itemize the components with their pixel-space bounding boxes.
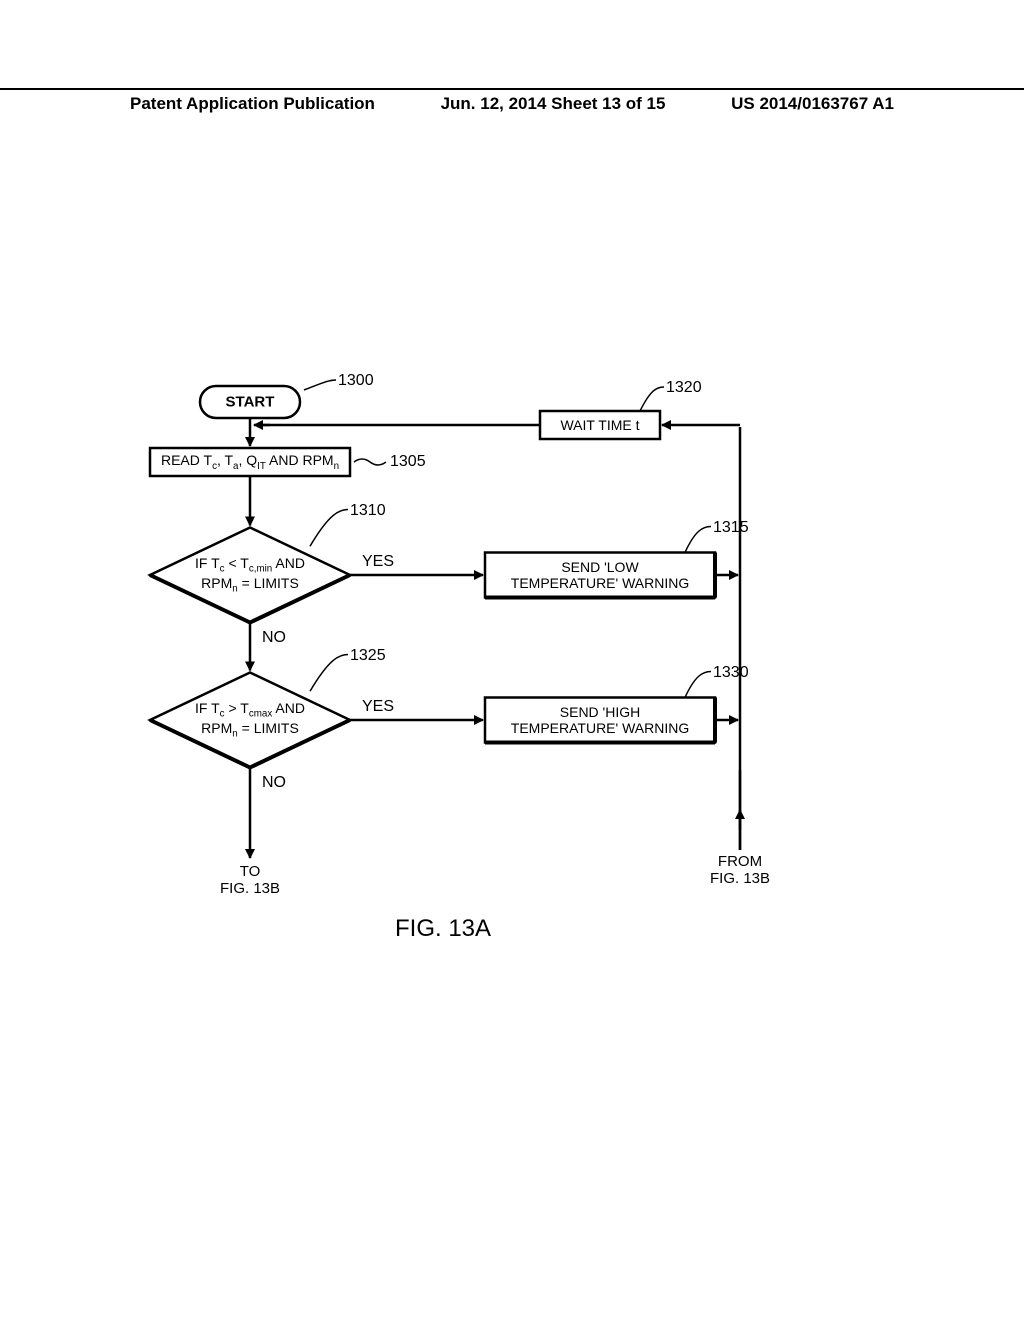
dec2-node: IF Tc > Tcmax ANDRPMn = LIMITS [170, 700, 330, 740]
from-fig13b: FROMFIG. 13B [695, 853, 785, 888]
warn2-node: SEND 'HIGHTEMPERATURE' WARNING [490, 704, 710, 736]
dec1-node: IF Tc < Tc,min ANDRPMn = LIMITS [170, 555, 330, 595]
dec2-no: NO [262, 774, 286, 792]
ref-1305: 1305 [390, 453, 426, 471]
dec1-yes: YES [362, 553, 394, 571]
flowchart-svg [0, 0, 1024, 1320]
ref-1320: 1320 [666, 379, 702, 397]
figure-label: FIG. 13A [395, 915, 491, 943]
to-fig13b: TOFIG. 13B [205, 863, 295, 898]
ref-1315: 1315 [713, 519, 749, 537]
warn1-node: SEND 'LOWTEMPERATURE' WARNING [490, 559, 710, 591]
ref-1325: 1325 [350, 647, 386, 665]
ref-1330: 1330 [713, 664, 749, 682]
read-node: READ Tc, Ta, QIT AND RPMn [150, 452, 350, 472]
dec1-no: NO [262, 629, 286, 647]
ref-1310: 1310 [350, 502, 386, 520]
ref-1300: 1300 [338, 372, 374, 390]
start-node: START [200, 393, 300, 410]
dec2-yes: YES [362, 698, 394, 716]
wait-node: WAIT TIME t [540, 417, 660, 433]
